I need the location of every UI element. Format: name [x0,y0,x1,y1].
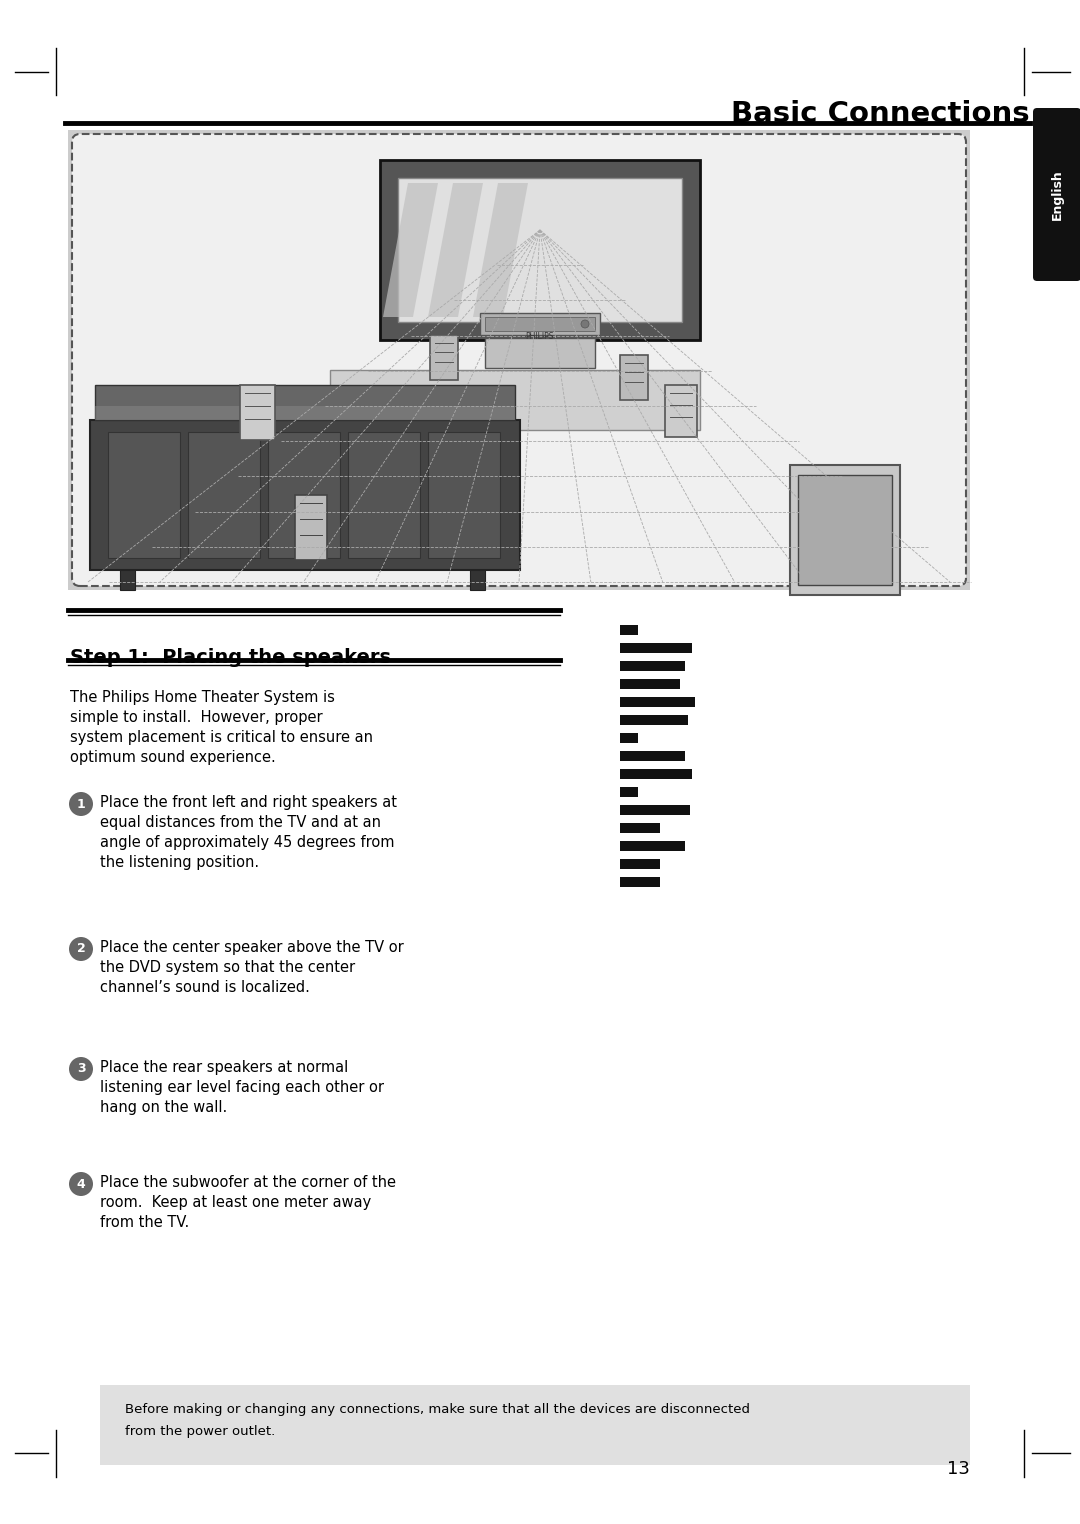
Text: Place the subwoofer at the corner of the: Place the subwoofer at the corner of the [100,1175,396,1190]
Circle shape [69,1058,93,1081]
Bar [485,338,595,367]
Bar [798,475,892,585]
Bar [620,733,638,744]
Text: from the TV.: from the TV. [100,1215,189,1230]
FancyBboxPatch shape [1032,108,1080,280]
Bar [620,661,685,671]
Bar [470,570,485,590]
Bar [789,465,900,594]
Bar [428,431,500,558]
Bar [620,355,648,399]
Text: The Philips Home Theater System is: The Philips Home Theater System is [70,690,335,706]
Text: PHILIPS: PHILIPS [526,332,554,341]
Text: 2: 2 [77,942,85,956]
Text: angle of approximately 45 degrees from: angle of approximately 45 degrees from [100,835,394,850]
Bar [348,431,420,558]
Bar [295,495,327,559]
Bar [399,178,681,322]
Text: 1: 1 [77,797,85,811]
Bar [620,860,660,869]
Bar [430,335,458,379]
Polygon shape [428,183,483,317]
Bar [95,405,515,421]
Text: Place the front left and right speakers at: Place the front left and right speakers … [100,796,397,809]
Bar [108,431,180,558]
Bar [620,625,638,636]
Bar [268,431,340,558]
Bar [620,876,660,887]
Bar [620,786,638,797]
Text: listening ear level facing each other or: listening ear level facing each other or [100,1081,384,1096]
Bar [120,570,135,590]
Bar [90,421,519,570]
Bar [330,370,700,430]
Text: the DVD system so that the center: the DVD system so that the center [100,960,355,975]
Bar [620,715,688,725]
Bar [620,805,690,815]
Bar [100,1385,970,1465]
Text: from the power outlet.: from the power outlet. [125,1425,275,1439]
Bar [620,643,692,652]
Text: Place the rear speakers at normal: Place the rear speakers at normal [100,1061,348,1074]
Text: hang on the wall.: hang on the wall. [100,1100,227,1116]
Circle shape [69,937,93,962]
Text: 3: 3 [77,1062,85,1076]
Bar [480,312,600,335]
Bar [620,770,692,779]
Polygon shape [473,183,528,317]
Bar [620,841,685,850]
Bar [188,431,260,558]
Text: Step 1:  Placing the speakers: Step 1: Placing the speakers [70,648,391,668]
Text: Before making or changing any connections, make sure that all the devices are di: Before making or changing any connection… [125,1404,750,1416]
FancyBboxPatch shape [72,134,966,587]
Text: 4: 4 [77,1178,85,1190]
Text: the listening position.: the listening position. [100,855,259,870]
Bar [620,823,660,834]
Text: optimum sound experience.: optimum sound experience. [70,750,275,765]
Text: English: English [1051,169,1064,219]
Text: Basic Connections: Basic Connections [731,101,1030,128]
Text: channel’s sound is localized.: channel’s sound is localized. [100,980,310,995]
Text: room.  Keep at least one meter away: room. Keep at least one meter away [100,1195,372,1210]
Bar [68,130,970,590]
Bar [485,317,595,331]
Text: Place the center speaker above the TV or: Place the center speaker above the TV or [100,940,404,956]
Polygon shape [383,183,438,317]
Circle shape [69,1172,93,1196]
Bar [620,751,685,760]
Bar [665,386,697,437]
Circle shape [69,792,93,815]
Text: equal distances from the TV and at an: equal distances from the TV and at an [100,815,381,831]
Text: simple to install.  However, proper: simple to install. However, proper [70,710,323,725]
Polygon shape [380,160,700,340]
Bar [620,680,680,689]
Bar [95,386,515,421]
Bar [620,696,696,707]
Circle shape [581,320,589,328]
Text: system placement is critical to ensure an: system placement is critical to ensure a… [70,730,373,745]
Bar [240,386,275,440]
Text: 13: 13 [947,1460,970,1478]
